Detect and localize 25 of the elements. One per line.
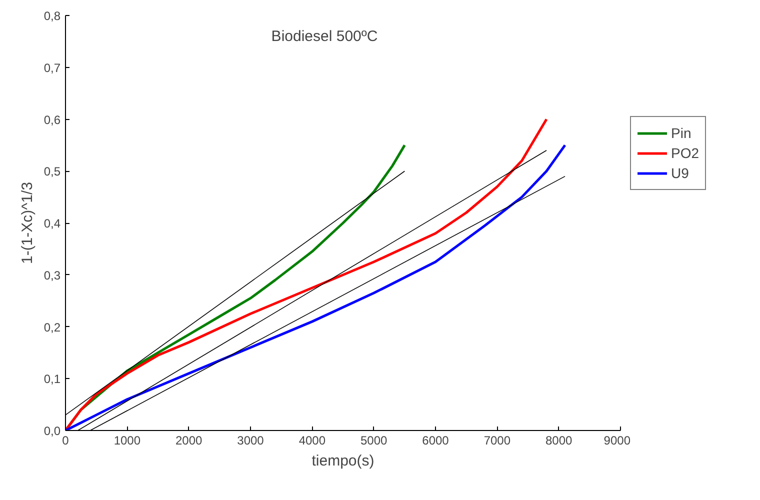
x-axis-title: tiempo(s) (312, 452, 374, 470)
y-tick-label: 0,3 (44, 268, 61, 282)
x-tick-label: 6000 (422, 434, 450, 448)
legend-label: U9 (671, 165, 690, 181)
y-tick-label: 0,1 (44, 372, 61, 386)
legend-label: PO2 (671, 145, 700, 161)
y-tick-label: 0,5 (44, 164, 61, 179)
x-tick-label: 0 (62, 434, 70, 448)
x-tick-label: 4000 (298, 434, 326, 448)
text: Biodiesel 500ºC (271, 28, 378, 45)
x-tick-label: 8000 (545, 434, 573, 448)
x-tick-label: 3000 (237, 434, 264, 448)
x-tick-label: 9000 (604, 434, 631, 448)
y-tick-label: 0,4 (44, 216, 61, 230)
y-tick-label: 0,0 (44, 424, 61, 438)
y-tick-label: 0,8 (44, 9, 61, 23)
legend-label: Pin (671, 125, 692, 141)
x-tick-label: 1000 (114, 434, 141, 448)
y-tick-label: 0,7 (44, 60, 61, 75)
x-tick-label: 7000 (484, 434, 511, 448)
y-axis-title: 1-(1-Xc)^1/3 (18, 182, 36, 264)
x-tick-label: 5000 (360, 434, 388, 448)
y-tick-label: 0,6 (44, 112, 61, 127)
y-tick-label: 0,2 (44, 320, 61, 334)
x-tick-label: 2000 (175, 434, 203, 448)
